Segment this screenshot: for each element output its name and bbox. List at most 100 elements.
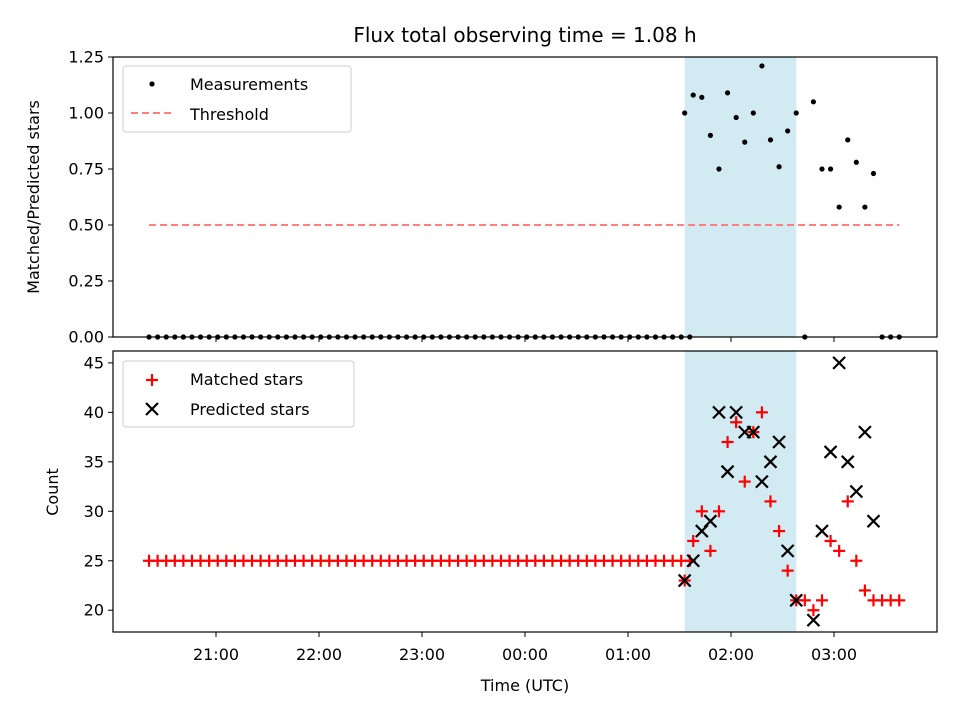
measurement-point	[707, 132, 714, 138]
matched-star-point	[764, 495, 777, 508]
legend-threshold: Threshold	[189, 105, 269, 124]
matched-legend-marker	[146, 374, 158, 386]
bottom-y-tick-label: 45	[84, 353, 104, 372]
measurement-point	[836, 204, 842, 210]
top-y-ticks: 0.00 0.25 0.50 0.75 1.00 1.25	[68, 48, 113, 347]
matched-star-point	[815, 594, 828, 607]
predicted-star-point	[806, 613, 821, 627]
predicted-star-point	[849, 484, 864, 499]
measurement-point	[699, 94, 705, 100]
matched-star-point	[850, 554, 863, 567]
bottom-y-tick-label: 40	[84, 403, 104, 422]
bottom-y-ticks: 20 25 30 35 40 45	[84, 353, 113, 620]
top-y-tick-label: 0.75	[68, 160, 104, 179]
matched-star-point	[730, 416, 743, 429]
top-legend-box	[122, 65, 352, 133]
bottom-panel: 20 25 30 35 40 45 21:00 22:00 23:00 00:00 01:00 02…	[43, 350, 938, 695]
top-y-tick-label: 0.00	[68, 328, 104, 347]
top-y-tick-label: 0.25	[68, 272, 104, 291]
top-y-tick-label: 1.25	[68, 48, 104, 67]
predicted-star-point	[729, 405, 743, 420]
top-y-axis-label: Matched/Predicted stars	[24, 100, 43, 294]
x-tick-label: 22:00	[296, 645, 342, 664]
measurement-point	[793, 110, 799, 116]
matched-star-point	[695, 505, 708, 518]
bottom-legend: Matched stars Predicted stars	[122, 360, 355, 428]
matched-star-point	[704, 544, 717, 557]
measurement-point	[690, 92, 696, 98]
top-x-ticks	[215, 337, 835, 342]
measurement-point	[742, 139, 748, 145]
bottom-y-tick-label: 25	[84, 551, 104, 570]
measurement-point	[750, 110, 756, 116]
x-axis-label: Time (UTC)	[480, 676, 569, 695]
measurement-point	[853, 159, 859, 165]
measurement-point	[716, 166, 722, 172]
x-tick-label: 02:00	[708, 645, 754, 664]
bottom-y-tick-label: 35	[84, 452, 104, 471]
legend-matched-stars: Matched stars	[190, 370, 303, 389]
bottom-points-layer	[143, 356, 906, 627]
predicted-star-point	[780, 544, 795, 558]
predicted-legend-marker	[145, 402, 159, 416]
bottom-y-tick-label: 20	[84, 601, 104, 620]
matched-star-point	[807, 604, 820, 617]
predicted-star-point	[686, 553, 701, 568]
predicted-star-point	[832, 356, 846, 370]
matched-star-point	[773, 525, 786, 538]
bottom-legend-box	[122, 360, 355, 428]
predicted-star-point	[712, 405, 726, 420]
measurement-point	[862, 204, 868, 210]
top-panel: 0.00 0.25 0.50 0.75 1.00 1.25 Matched/Predict…	[24, 48, 938, 347]
top-points-layer	[146, 63, 902, 340]
bottom-y-tick-label: 30	[84, 502, 104, 521]
chart-title: Flux total observing time = 1.08 h	[353, 23, 696, 47]
predicted-star-point	[789, 593, 804, 608]
matched-star-point	[841, 495, 854, 508]
measurement-point	[819, 166, 825, 172]
predicted-star-point	[823, 445, 838, 459]
matched-star-point	[824, 534, 837, 547]
predicted-star-point	[858, 425, 872, 439]
matched-star-point	[755, 406, 768, 419]
predicted-star-point	[815, 524, 829, 538]
measurement-point	[767, 137, 774, 143]
measurement-point	[810, 99, 817, 105]
predicted-star-point	[755, 474, 769, 489]
predicted-star-point	[763, 455, 778, 469]
matched-star-point	[893, 594, 906, 607]
matched-star-point	[712, 505, 725, 518]
measurement-point	[759, 63, 765, 69]
predicted-star-point	[677, 573, 692, 588]
matched-star-point	[721, 436, 734, 449]
measurement-point	[724, 90, 731, 96]
matched-star-point	[781, 564, 794, 577]
predicted-star-point	[720, 464, 735, 479]
matched-star-point	[687, 534, 700, 547]
x-tick-label: 23:00	[399, 645, 445, 664]
matched-star-point	[798, 594, 811, 607]
predicted-star-point	[703, 514, 718, 528]
x-tick-label: 01:00	[605, 645, 651, 664]
measurement-point	[785, 128, 791, 134]
legend-predicted-stars: Predicted stars	[190, 400, 310, 419]
measurement-point	[870, 170, 877, 177]
top-legend: Measurements Threshold	[122, 65, 352, 133]
x-tick-label: 00:00	[502, 645, 548, 664]
measurement-point	[845, 137, 851, 143]
bottom-highlight-span	[684, 351, 797, 632]
x-tick-label: 03:00	[811, 645, 857, 664]
bottom-x-ticks: 21:00 22:00 23:00 00:00 01:00 02:00 03:00	[193, 632, 857, 664]
measurement-point	[682, 110, 688, 116]
measurement-point	[776, 164, 782, 170]
top-y-tick-label: 1.00	[68, 104, 104, 123]
legend-measurements: Measurements	[190, 75, 308, 94]
matched-star-point	[858, 584, 871, 597]
predicted-star-point	[746, 425, 761, 439]
predicted-star-point	[772, 435, 786, 449]
matched-star-point	[738, 475, 751, 488]
predicted-star-point	[866, 514, 881, 528]
top-highlight-span	[684, 57, 797, 337]
bottom-y-axis-label: Count	[43, 468, 62, 516]
